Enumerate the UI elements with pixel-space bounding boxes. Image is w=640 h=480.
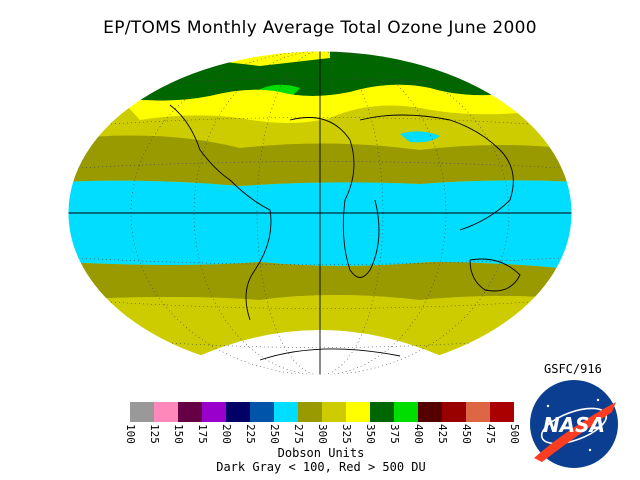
legend-note: Dark Gray < 100, Red > 500 DU: [216, 460, 426, 474]
colorbar-tick-label: 200: [220, 424, 233, 444]
band-325-350: [120, 84, 530, 123]
colorbar: [130, 402, 514, 422]
band-250-275-patch: [400, 131, 440, 143]
colorbar-swatch: [490, 402, 514, 422]
colorbar-swatch: [346, 402, 371, 422]
ozone-map: [67, 50, 573, 376]
colorbar-swatch: [178, 402, 203, 422]
colorbar-tick-label: 400: [412, 424, 425, 444]
colorbar-swatch: [130, 402, 155, 422]
colorbar-tick-label: 100: [124, 424, 137, 444]
colorbar-swatch: [418, 402, 443, 422]
colorbar-tick-label: 250: [268, 424, 281, 444]
colorbar-swatch: [322, 402, 347, 422]
colorbar-tick-label: 175: [196, 424, 209, 444]
colorbar-tick-label: 275: [292, 424, 305, 444]
nasa-logo: NASA: [530, 380, 618, 468]
colorbar-tick-label: 125: [148, 424, 161, 444]
colorbar-tick-label: 425: [436, 424, 449, 444]
units-label: Dobson Units: [277, 446, 365, 460]
credit-label: GSFC/916: [544, 362, 602, 376]
colorbar-swatch: [226, 402, 251, 422]
colorbar-swatch: [154, 402, 179, 422]
colorbar-tick-label: 150: [172, 424, 185, 444]
colorbar-tick-label: 325: [340, 424, 353, 444]
colorbar-swatch: [250, 402, 275, 422]
colorbar-tick-label: 225: [244, 424, 257, 444]
colorbar-swatch: [370, 402, 395, 422]
colorbar-tick-label: 450: [460, 424, 473, 444]
colorbar-swatch: [298, 402, 323, 422]
ozone-field: [68, 51, 572, 375]
colorbar-tick-label: 500: [508, 424, 521, 444]
svg-text:NASA: NASA: [543, 413, 605, 437]
colorbar-swatch: [442, 402, 467, 422]
colorbar-swatch: [202, 402, 227, 422]
colorbar-tick-label: 300: [316, 424, 329, 444]
colorbar-tick-label: 475: [484, 424, 497, 444]
colorbar-tick-label: 350: [364, 424, 377, 444]
colorbar-swatch: [394, 402, 419, 422]
map-title: EP/TOMS Monthly Average Total Ozone June…: [103, 18, 537, 38]
globe-outline: [67, 50, 573, 376]
coastlines: [169, 104, 521, 361]
colorbar-swatch: [466, 402, 491, 422]
colorbar-tick-label: 375: [388, 424, 401, 444]
colorbar-swatch: [274, 402, 299, 422]
